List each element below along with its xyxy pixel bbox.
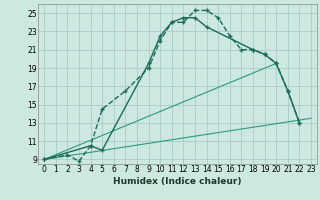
X-axis label: Humidex (Indice chaleur): Humidex (Indice chaleur)	[113, 177, 242, 186]
